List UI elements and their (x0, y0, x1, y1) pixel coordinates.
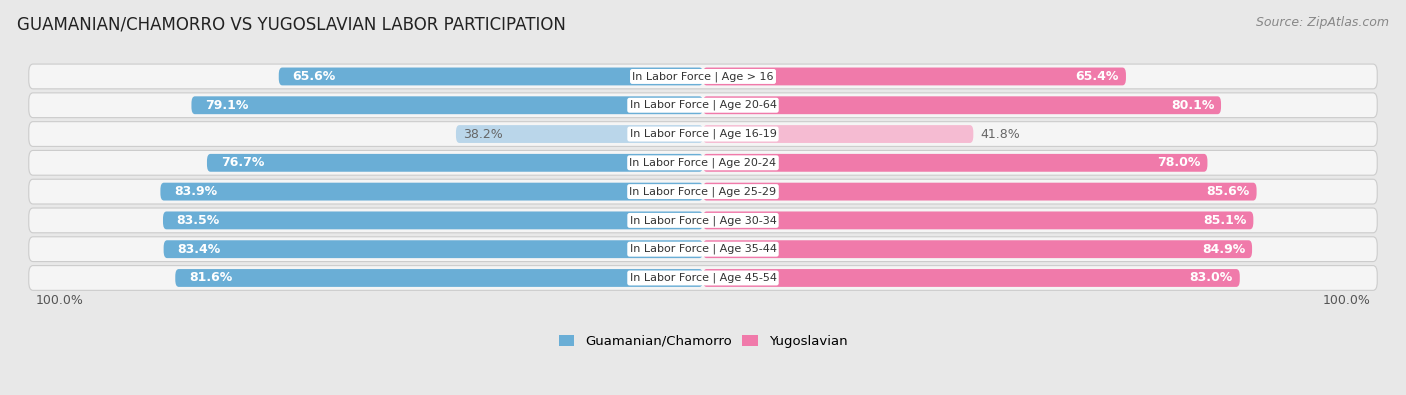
Text: In Labor Force | Age 30-34: In Labor Force | Age 30-34 (630, 215, 776, 226)
FancyBboxPatch shape (176, 269, 703, 287)
Text: GUAMANIAN/CHAMORRO VS YUGOSLAVIAN LABOR PARTICIPATION: GUAMANIAN/CHAMORRO VS YUGOSLAVIAN LABOR … (17, 16, 565, 34)
FancyBboxPatch shape (278, 68, 703, 85)
Text: 78.0%: 78.0% (1157, 156, 1201, 169)
FancyBboxPatch shape (28, 150, 1378, 175)
Text: 79.1%: 79.1% (205, 99, 249, 112)
Text: 76.7%: 76.7% (221, 156, 264, 169)
FancyBboxPatch shape (28, 179, 1378, 204)
FancyBboxPatch shape (703, 182, 1257, 201)
FancyBboxPatch shape (703, 154, 1208, 172)
Text: In Labor Force | Age > 16: In Labor Force | Age > 16 (633, 71, 773, 82)
FancyBboxPatch shape (28, 237, 1378, 261)
Text: 100.0%: 100.0% (35, 294, 83, 307)
Text: 38.2%: 38.2% (463, 128, 502, 141)
Text: 83.9%: 83.9% (174, 185, 218, 198)
FancyBboxPatch shape (28, 122, 1378, 147)
Text: In Labor Force | Age 45-54: In Labor Force | Age 45-54 (630, 273, 776, 283)
FancyBboxPatch shape (207, 154, 703, 172)
FancyBboxPatch shape (163, 240, 703, 258)
Text: 83.0%: 83.0% (1189, 271, 1233, 284)
Text: 65.4%: 65.4% (1076, 70, 1119, 83)
FancyBboxPatch shape (703, 96, 1220, 114)
FancyBboxPatch shape (160, 182, 703, 201)
FancyBboxPatch shape (163, 211, 703, 229)
FancyBboxPatch shape (703, 68, 1126, 85)
FancyBboxPatch shape (703, 269, 1240, 287)
FancyBboxPatch shape (28, 93, 1378, 118)
FancyBboxPatch shape (28, 208, 1378, 233)
Text: In Labor Force | Age 20-24: In Labor Force | Age 20-24 (630, 158, 776, 168)
Text: In Labor Force | Age 35-44: In Labor Force | Age 35-44 (630, 244, 776, 254)
FancyBboxPatch shape (703, 240, 1253, 258)
FancyBboxPatch shape (28, 64, 1378, 89)
Text: In Labor Force | Age 25-29: In Labor Force | Age 25-29 (630, 186, 776, 197)
Text: 85.1%: 85.1% (1204, 214, 1247, 227)
Text: Source: ZipAtlas.com: Source: ZipAtlas.com (1256, 16, 1389, 29)
FancyBboxPatch shape (703, 125, 973, 143)
Text: 84.9%: 84.9% (1202, 243, 1246, 256)
Text: In Labor Force | Age 20-64: In Labor Force | Age 20-64 (630, 100, 776, 111)
FancyBboxPatch shape (28, 265, 1378, 290)
Text: 100.0%: 100.0% (1323, 294, 1371, 307)
Text: 65.6%: 65.6% (292, 70, 336, 83)
FancyBboxPatch shape (703, 211, 1253, 229)
Text: 83.4%: 83.4% (177, 243, 221, 256)
Text: 81.6%: 81.6% (188, 271, 232, 284)
FancyBboxPatch shape (191, 96, 703, 114)
Text: In Labor Force | Age 16-19: In Labor Force | Age 16-19 (630, 129, 776, 139)
Text: 41.8%: 41.8% (980, 128, 1019, 141)
Text: 80.1%: 80.1% (1171, 99, 1215, 112)
Legend: Guamanian/Chamorro, Yugoslavian: Guamanian/Chamorro, Yugoslavian (554, 329, 852, 353)
Text: 83.5%: 83.5% (177, 214, 219, 227)
Text: 85.6%: 85.6% (1206, 185, 1250, 198)
FancyBboxPatch shape (456, 125, 703, 143)
